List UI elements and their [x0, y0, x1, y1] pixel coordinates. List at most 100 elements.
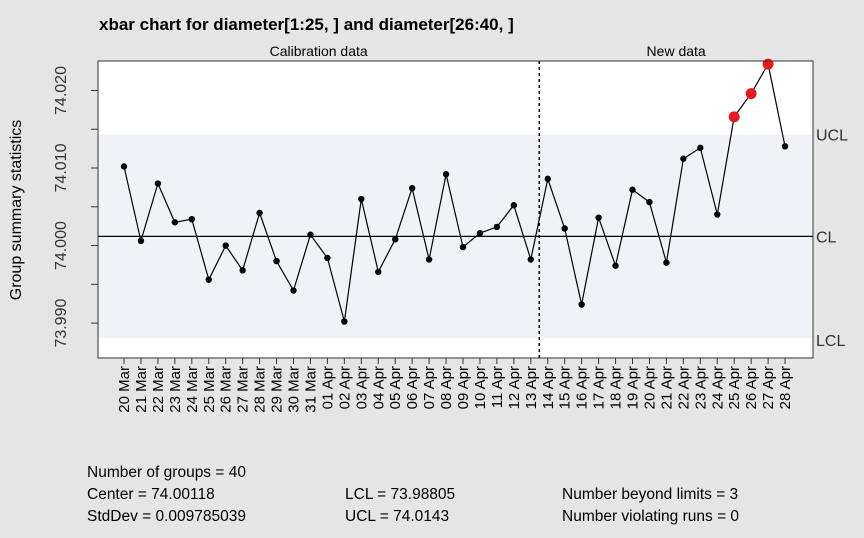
data-point — [273, 257, 280, 265]
x-tick-label: 09 Apr — [455, 366, 472, 409]
x-tick-label: 14 Apr — [540, 366, 557, 409]
x-tick-label: 23 Apr — [692, 366, 709, 409]
x-tick-label: 29 Mar — [269, 366, 286, 413]
data-point — [510, 202, 518, 209]
section-label-new-data: New data — [647, 43, 706, 59]
data-point — [307, 231, 314, 238]
data-point — [324, 254, 331, 262]
summary-center: Center = 74.00118 — [87, 486, 215, 503]
data-point — [171, 219, 179, 226]
x-tick-label: 18 Apr — [608, 366, 625, 409]
data-point — [137, 237, 145, 245]
plot-area: Calibration data New data 73.990 74.000 74.0… — [53, 43, 848, 413]
x-tick-label: 05 Apr — [387, 366, 404, 409]
violation-point — [745, 88, 757, 100]
data-point — [527, 256, 534, 263]
data-point — [663, 259, 670, 266]
x-tick-label: 12 Apr — [506, 366, 523, 409]
cl-label: CL — [816, 229, 837, 246]
x-tick-label: 25 Mar — [201, 366, 218, 413]
y-tick-label: 73.990 — [53, 299, 70, 348]
summary-violating-runs: Number violating runs = 0 — [562, 508, 739, 525]
data-point — [612, 262, 619, 269]
data-point — [154, 180, 162, 187]
lcl-label: LCL — [816, 333, 845, 350]
data-point — [222, 242, 229, 249]
x-tick-label: 03 Apr — [353, 366, 370, 409]
x-tick-label: 24 Mar — [184, 366, 201, 413]
data-point — [256, 209, 263, 217]
data-point — [714, 211, 721, 218]
x-tick-label: 27 Mar — [235, 366, 252, 413]
section-label-calibration: Calibration data — [270, 43, 368, 59]
x-tick-label: 06 Apr — [404, 366, 421, 409]
y-tick-label: 74.010 — [53, 143, 70, 192]
data-point — [646, 198, 653, 206]
data-point — [188, 215, 195, 223]
data-point — [561, 225, 568, 232]
x-tick-label: 26 Mar — [218, 366, 235, 413]
plot-frame — [97, 60, 814, 359]
x-tick-label: 28 Apr — [777, 366, 794, 409]
x-tick-label: 11 Apr — [489, 366, 506, 408]
summary-ucl: UCL = 74.0143 — [345, 508, 449, 525]
y-axis-label: Group summary statistics — [8, 120, 25, 300]
data-point — [781, 143, 789, 150]
data-point — [408, 184, 416, 192]
data-point — [680, 155, 687, 162]
data-point — [290, 287, 297, 294]
x-tick-label: 22 Apr — [675, 366, 692, 409]
x-tick-label: 04 Apr — [370, 366, 387, 409]
summary-lcl: LCL = 73.98805 — [345, 486, 455, 503]
x-tick-label: 07 Apr — [421, 366, 438, 409]
data-point — [459, 243, 467, 251]
y-tick-label: 74.000 — [53, 221, 70, 270]
x-tick-label: 21 Mar — [133, 366, 150, 413]
data-point — [476, 229, 484, 237]
x-tick-label: 23 Mar — [167, 366, 184, 413]
x-tick-label: 25 Apr — [726, 366, 743, 409]
series-line — [123, 62, 786, 322]
x-tick-label: 21 Apr — [658, 366, 675, 409]
x-tick-label: 30 Mar — [286, 366, 303, 413]
summary-groups: Number of groups = 40 — [87, 464, 246, 481]
data-point — [578, 301, 585, 308]
violation-point — [762, 58, 774, 70]
x-tick-label: 16 Apr — [574, 366, 591, 409]
data-point — [629, 186, 636, 193]
data-point — [375, 268, 382, 276]
x-tick-label: 17 Apr — [591, 366, 608, 409]
data-point — [544, 175, 551, 183]
data-point — [392, 236, 399, 243]
data-point — [493, 223, 501, 231]
x-tick-label: 24 Apr — [709, 366, 726, 409]
ucl-label: UCL — [816, 128, 848, 145]
x-tick-label: 20 Mar — [116, 366, 133, 413]
summary-block: Number of groups = 40 Center = 74.00118 … — [87, 464, 739, 525]
x-tick-label: 26 Apr — [743, 366, 760, 409]
x-tick-label: 28 Mar — [252, 366, 269, 413]
data-point — [205, 276, 212, 283]
x-tick-label: 27 Apr — [760, 366, 777, 409]
x-tick-label: 02 Apr — [336, 366, 353, 409]
summary-beyond-limits: Number beyond limits = 3 — [562, 486, 738, 503]
x-tick-label: 19 Apr — [625, 366, 642, 409]
x-tick-label: 01 Apr — [319, 366, 336, 409]
x-tick-label: 10 Apr — [472, 366, 489, 409]
violation-point — [728, 111, 740, 123]
data-point — [341, 318, 348, 325]
data-point — [697, 144, 704, 152]
x-tick-label: 31 Mar — [302, 366, 319, 413]
x-tick-label: 13 Apr — [523, 366, 540, 409]
data-point — [595, 214, 602, 221]
data-point — [442, 171, 450, 178]
data-point — [358, 195, 365, 203]
x-tick-label: 08 Apr — [438, 366, 455, 409]
data-point — [239, 267, 246, 274]
x-tick-label: 20 Apr — [641, 366, 658, 409]
x-tick-label: 22 Mar — [150, 366, 167, 413]
data-point — [425, 256, 433, 263]
chart-title: xbar chart for diameter[1:25, ] and diam… — [99, 15, 514, 34]
